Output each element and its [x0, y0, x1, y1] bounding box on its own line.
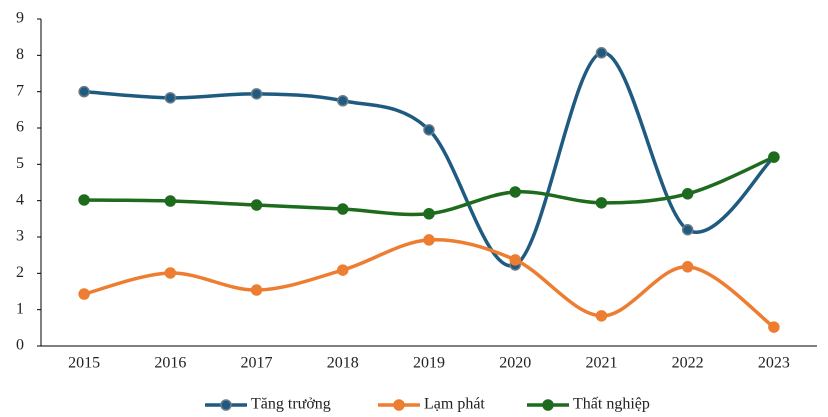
point [78, 85, 90, 98]
point [681, 261, 694, 273]
point [164, 195, 177, 207]
x-tick-label: 2017 [241, 355, 273, 372]
x-tick-label: 2023 [758, 355, 790, 372]
point [250, 88, 263, 100]
y-tick-label: 5 [16, 155, 24, 172]
legend-label: Thất nghiệp [573, 396, 650, 413]
point [337, 203, 349, 215]
x-tick-label: 2022 [672, 355, 704, 372]
y-tick-label: 9 [16, 10, 24, 27]
x-tick-label: 2019 [413, 355, 445, 372]
x-tick-label: 2016 [154, 355, 186, 372]
y-tick-label: 2 [16, 264, 24, 281]
point [768, 151, 780, 163]
series-line [83, 237, 775, 329]
point [423, 234, 435, 246]
point [595, 47, 608, 59]
series-line [83, 51, 776, 268]
point [78, 288, 90, 300]
y-tick-label: 6 [16, 119, 24, 136]
legend-label: Lạm phát [424, 396, 485, 413]
x-tick-label: 2021 [585, 355, 617, 372]
point [164, 92, 177, 104]
point [768, 321, 780, 333]
point [509, 186, 521, 198]
point [250, 284, 263, 296]
point [681, 188, 694, 200]
point [595, 197, 608, 209]
y-tick-label: 1 [16, 300, 24, 317]
point [250, 199, 263, 211]
point [595, 310, 608, 322]
legend-marker [393, 399, 405, 411]
y-tick-label: 8 [16, 46, 24, 63]
x-tick-label: 2020 [499, 355, 531, 372]
x-tick-label: 2018 [327, 355, 359, 372]
y-tick-label: 3 [16, 228, 24, 245]
legend-marker [542, 399, 554, 411]
legend-label: Tăng trưởng [251, 396, 331, 413]
y-tick-label: 0 [16, 337, 24, 354]
point [164, 267, 177, 279]
point [423, 207, 435, 220]
y-tick-label: 4 [16, 191, 24, 208]
point [337, 95, 349, 107]
y-tick-label: 7 [16, 82, 24, 99]
x-tick-label: 2015 [68, 355, 100, 372]
point [509, 254, 521, 266]
point [78, 194, 90, 206]
legend-marker [220, 399, 232, 411]
point [337, 264, 349, 276]
point [681, 223, 694, 236]
point [423, 124, 435, 136]
